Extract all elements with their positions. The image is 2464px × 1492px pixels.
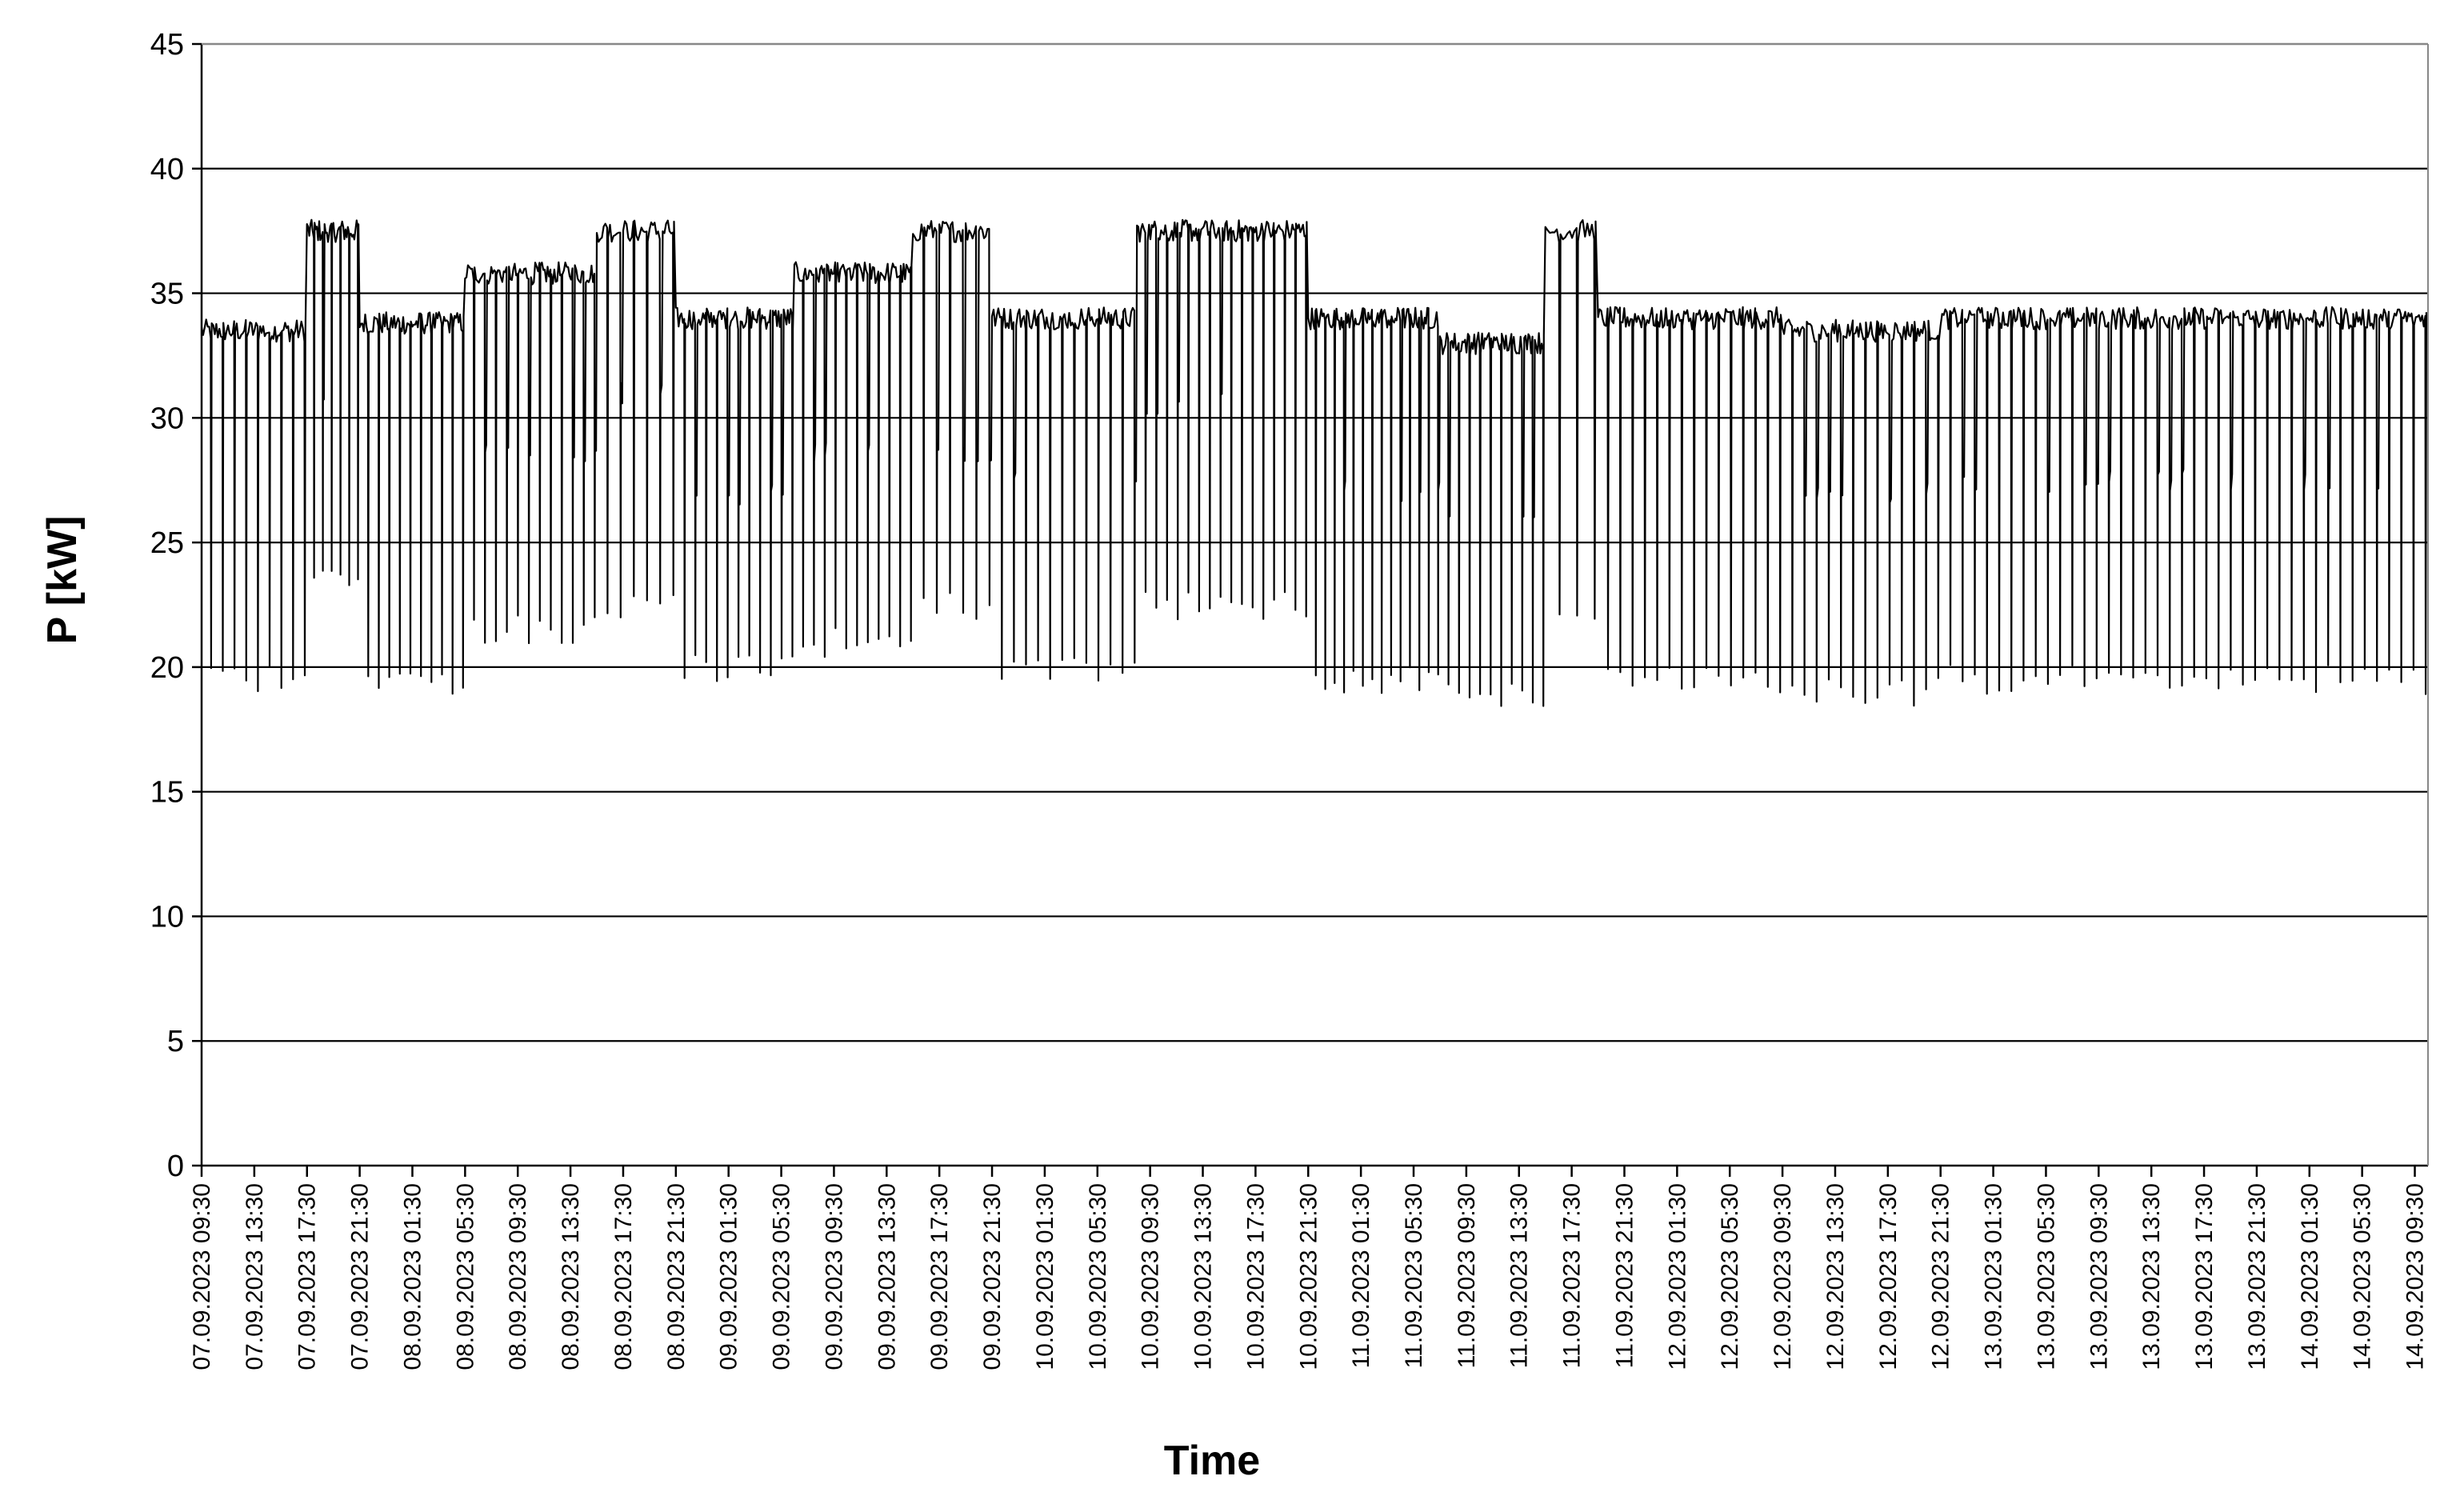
x-tick-label: 13.09.2023 09:30: [2086, 1183, 2112, 1370]
x-tick-label: 12.09.2023 05:30: [1717, 1183, 1743, 1370]
x-tick-label: 08.09.2023 17:30: [610, 1183, 637, 1370]
x-tick-label: 10.09.2023 05:30: [1085, 1183, 1111, 1370]
x-tick-label: 08.09.2023 21:30: [663, 1183, 690, 1370]
y-tick-label: 30: [150, 402, 184, 435]
y-tick-labels: 0 5 10 15 20 25 30 35 40 45: [150, 28, 202, 1183]
y-tick-label: 45: [150, 28, 184, 62]
x-tick-label: 12.09.2023 13:30: [1822, 1183, 1849, 1370]
y-axis-title: P [kW]: [39, 516, 86, 645]
x-tick-label: 08.09.2023 05:30: [452, 1183, 478, 1370]
gridlines: [202, 42, 2428, 1042]
x-tick-label: 09.09.2023 17:30: [926, 1183, 953, 1370]
x-tick-label: 13.09.2023 17:30: [2191, 1183, 2218, 1370]
x-tick-label: 13.09.2023 13:30: [2138, 1183, 2165, 1370]
axes: [200, 43, 2429, 1167]
x-tick-label: 11.09.2023 09:30: [1454, 1183, 1480, 1368]
x-tick-label: 14.09.2023 05:30: [2350, 1183, 2376, 1370]
y-tick-label: 10: [150, 900, 184, 934]
x-tick-label: 09.09.2023 13:30: [874, 1183, 900, 1370]
x-tick-label: 10.09.2023 21:30: [1295, 1183, 1322, 1370]
x-tick-label: 07.09.2023 21:30: [347, 1183, 374, 1370]
x-tick-label: 14.09.2023 09:30: [2402, 1183, 2429, 1370]
x-tick-label: 12.09.2023 21:30: [1928, 1183, 1954, 1370]
x-tick-label: 12.09.2023 09:30: [1770, 1183, 1796, 1370]
x-tick-label: 12.09.2023 17:30: [1875, 1183, 1902, 1370]
x-tick-label: 13.09.2023 01:30: [1981, 1183, 2007, 1370]
x-tick-label: 10.09.2023 17:30: [1242, 1183, 1269, 1370]
y-tick-label: 15: [150, 776, 184, 810]
y-tick-label: 25: [150, 526, 184, 560]
x-tick-label: 11.09.2023 13:30: [1506, 1183, 1533, 1368]
y-tick-label: 40: [150, 153, 184, 186]
x-tick-label: 11.09.2023 17:30: [1559, 1183, 1586, 1368]
x-tick-label: 14.09.2023 01:30: [2297, 1183, 2323, 1370]
x-tick-label: 10.09.2023 13:30: [1190, 1183, 1217, 1370]
x-tick-label: 10.09.2023 01:30: [1032, 1183, 1058, 1370]
x-tick-label: 11.09.2023 01:30: [1348, 1183, 1374, 1368]
x-tick-label: 08.09.2023 01:30: [399, 1183, 426, 1370]
x-tick-label: 13.09.2023 05:30: [2033, 1183, 2059, 1370]
x-tick-label: 08.09.2023 13:30: [558, 1183, 584, 1370]
x-tick-label: 10.09.2023 09:30: [1138, 1183, 1164, 1370]
power-series-line: [200, 218, 2427, 707]
x-tick-label: 07.09.2023 17:30: [294, 1183, 321, 1370]
x-tick-label: 13.09.2023 21:30: [2244, 1183, 2270, 1370]
x-tick-label: 09.09.2023 21:30: [979, 1183, 1006, 1370]
x-tick-label: 07.09.2023 09:30: [189, 1183, 215, 1370]
x-axis-title: Time: [1164, 1438, 1260, 1484]
x-tick-label: 09.09.2023 01:30: [716, 1183, 742, 1370]
x-tick-label: 09.09.2023 09:30: [821, 1183, 847, 1370]
x-tick-label: 11.09.2023 21:30: [1611, 1183, 1638, 1368]
y-tick-label: 0: [167, 1150, 184, 1183]
x-tick-label: 12.09.2023 01:30: [1664, 1183, 1690, 1370]
y-tick-label: 5: [167, 1025, 184, 1058]
x-tick-label: 08.09.2023 09:30: [505, 1183, 531, 1370]
x-tick-label: 07.09.2023 13:30: [242, 1183, 268, 1370]
x-tick-label: 11.09.2023 05:30: [1401, 1183, 1427, 1368]
x-tick-label: 09.09.2023 05:30: [769, 1183, 795, 1370]
y-tick-label: 35: [150, 278, 184, 311]
y-tick-label: 20: [150, 651, 184, 685]
x-tick-labels: 07.09.2023 09:30 07.09.2023 13:30 07.09.20…: [189, 1166, 2429, 1370]
series-power: [200, 218, 2427, 707]
